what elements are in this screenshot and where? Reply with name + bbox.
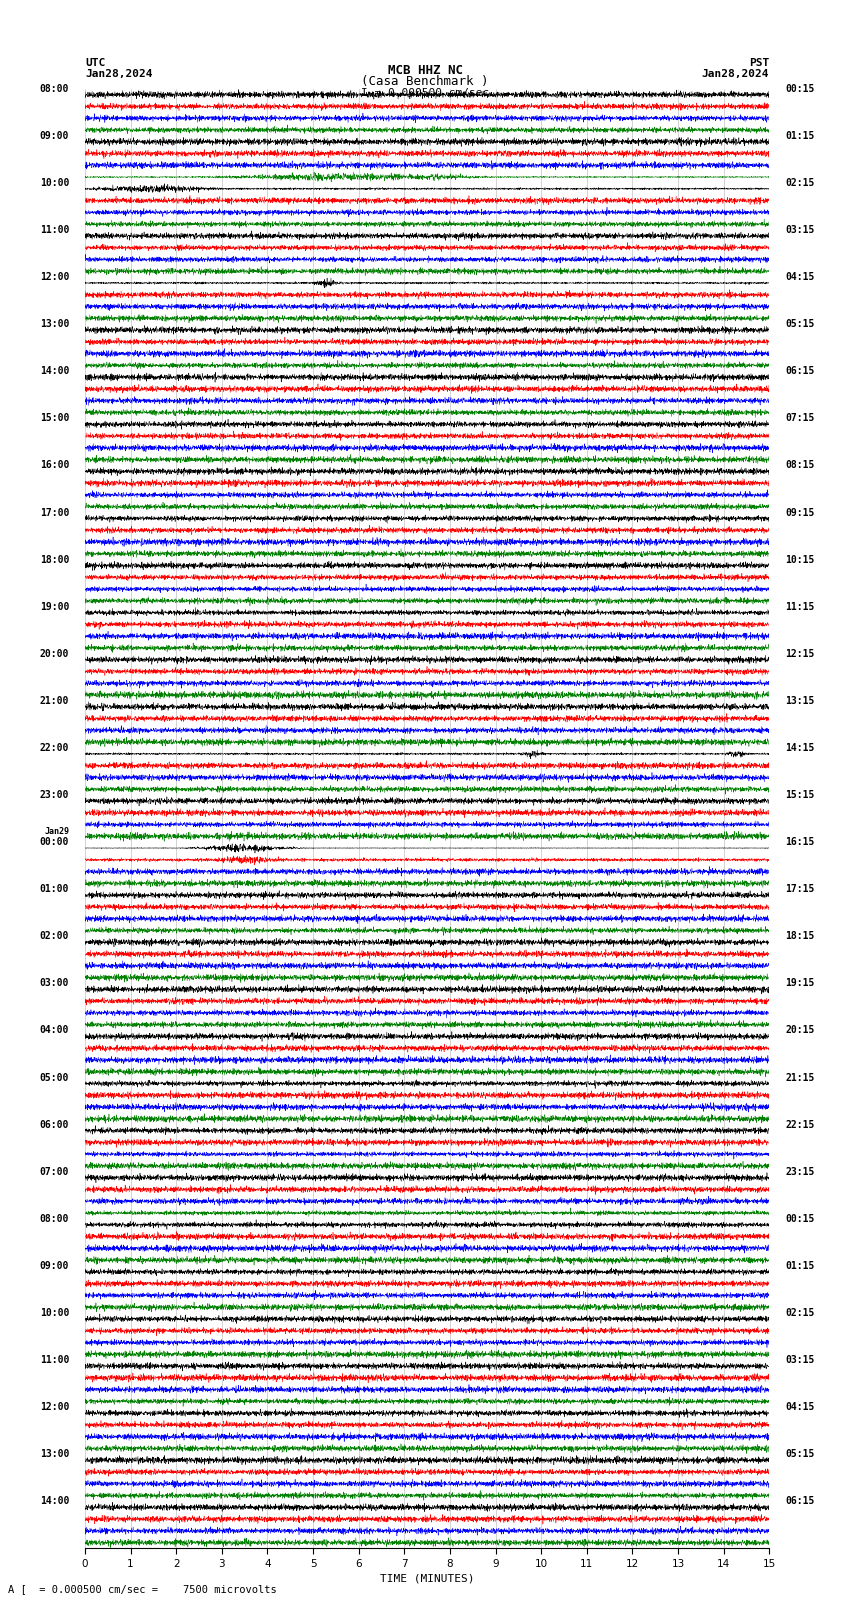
Text: 14:00: 14:00 bbox=[40, 366, 69, 376]
Text: 11:00: 11:00 bbox=[40, 224, 69, 235]
Text: 05:00: 05:00 bbox=[40, 1073, 69, 1082]
Text: 03:15: 03:15 bbox=[785, 1355, 814, 1365]
X-axis label: TIME (MINUTES): TIME (MINUTES) bbox=[380, 1573, 474, 1582]
Text: 01:00: 01:00 bbox=[40, 884, 69, 894]
Text: 21:15: 21:15 bbox=[785, 1073, 814, 1082]
Text: 11:00: 11:00 bbox=[40, 1355, 69, 1365]
Text: 04:00: 04:00 bbox=[40, 1026, 69, 1036]
Text: 16:15: 16:15 bbox=[785, 837, 814, 847]
Text: 03:15: 03:15 bbox=[785, 224, 814, 235]
Text: 12:00: 12:00 bbox=[40, 273, 69, 282]
Text: I = 0.000500 cm/sec: I = 0.000500 cm/sec bbox=[361, 89, 489, 98]
Text: Jan28,2024: Jan28,2024 bbox=[85, 69, 152, 79]
Text: 23:00: 23:00 bbox=[40, 790, 69, 800]
Text: 20:15: 20:15 bbox=[785, 1026, 814, 1036]
Text: 13:00: 13:00 bbox=[40, 1450, 69, 1460]
Text: 14:15: 14:15 bbox=[785, 744, 814, 753]
Text: PST: PST bbox=[749, 58, 769, 68]
Text: 13:15: 13:15 bbox=[785, 695, 814, 706]
Text: 23:15: 23:15 bbox=[785, 1166, 814, 1177]
Text: 19:15: 19:15 bbox=[785, 979, 814, 989]
Text: 21:00: 21:00 bbox=[40, 695, 69, 706]
Text: 17:00: 17:00 bbox=[40, 508, 69, 518]
Text: 04:15: 04:15 bbox=[785, 273, 814, 282]
Text: 04:15: 04:15 bbox=[785, 1402, 814, 1413]
Text: 06:00: 06:00 bbox=[40, 1119, 69, 1129]
Text: 17:15: 17:15 bbox=[785, 884, 814, 894]
Text: 22:15: 22:15 bbox=[785, 1119, 814, 1129]
Text: 16:00: 16:00 bbox=[40, 460, 69, 471]
Text: A [  = 0.000500 cm/sec =    7500 microvolts: A [ = 0.000500 cm/sec = 7500 microvolts bbox=[8, 1584, 277, 1594]
Text: 10:15: 10:15 bbox=[785, 555, 814, 565]
Text: 10:00: 10:00 bbox=[40, 1308, 69, 1318]
Text: 18:15: 18:15 bbox=[785, 931, 814, 942]
Text: 07:00: 07:00 bbox=[40, 1166, 69, 1177]
Text: 03:00: 03:00 bbox=[40, 979, 69, 989]
Text: 02:00: 02:00 bbox=[40, 931, 69, 942]
Text: 13:00: 13:00 bbox=[40, 319, 69, 329]
Text: MCB HHZ NC: MCB HHZ NC bbox=[388, 63, 462, 77]
Text: 05:15: 05:15 bbox=[785, 1450, 814, 1460]
Text: 19:00: 19:00 bbox=[40, 602, 69, 611]
Text: 20:00: 20:00 bbox=[40, 648, 69, 658]
Text: 01:15: 01:15 bbox=[785, 1261, 814, 1271]
Text: 00:15: 00:15 bbox=[785, 84, 814, 94]
Text: 02:15: 02:15 bbox=[785, 177, 814, 187]
Text: 06:15: 06:15 bbox=[785, 366, 814, 376]
Text: 08:00: 08:00 bbox=[40, 84, 69, 94]
Text: Jan29: Jan29 bbox=[44, 827, 69, 836]
Text: 06:15: 06:15 bbox=[785, 1497, 814, 1507]
Text: 08:00: 08:00 bbox=[40, 1215, 69, 1224]
Text: 09:15: 09:15 bbox=[785, 508, 814, 518]
Text: 02:15: 02:15 bbox=[785, 1308, 814, 1318]
Text: 14:00: 14:00 bbox=[40, 1497, 69, 1507]
Text: 15:15: 15:15 bbox=[785, 790, 814, 800]
Text: 18:00: 18:00 bbox=[40, 555, 69, 565]
Text: 12:15: 12:15 bbox=[785, 648, 814, 658]
Text: Jan28,2024: Jan28,2024 bbox=[702, 69, 769, 79]
Text: 09:00: 09:00 bbox=[40, 1261, 69, 1271]
Text: 10:00: 10:00 bbox=[40, 177, 69, 187]
Text: UTC: UTC bbox=[85, 58, 105, 68]
Text: 09:00: 09:00 bbox=[40, 131, 69, 140]
Text: (Casa Benchmark ): (Casa Benchmark ) bbox=[361, 74, 489, 87]
Text: 05:15: 05:15 bbox=[785, 319, 814, 329]
Text: 15:00: 15:00 bbox=[40, 413, 69, 423]
Text: 00:15: 00:15 bbox=[785, 1215, 814, 1224]
Text: 01:15: 01:15 bbox=[785, 131, 814, 140]
Text: 00:00: 00:00 bbox=[40, 837, 69, 847]
Text: 11:15: 11:15 bbox=[785, 602, 814, 611]
Text: 08:15: 08:15 bbox=[785, 460, 814, 471]
Text: 07:15: 07:15 bbox=[785, 413, 814, 423]
Text: 22:00: 22:00 bbox=[40, 744, 69, 753]
Text: 12:00: 12:00 bbox=[40, 1402, 69, 1413]
